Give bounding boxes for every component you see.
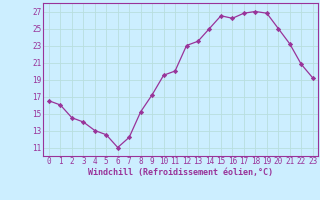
- X-axis label: Windchill (Refroidissement éolien,°C): Windchill (Refroidissement éolien,°C): [88, 168, 273, 177]
